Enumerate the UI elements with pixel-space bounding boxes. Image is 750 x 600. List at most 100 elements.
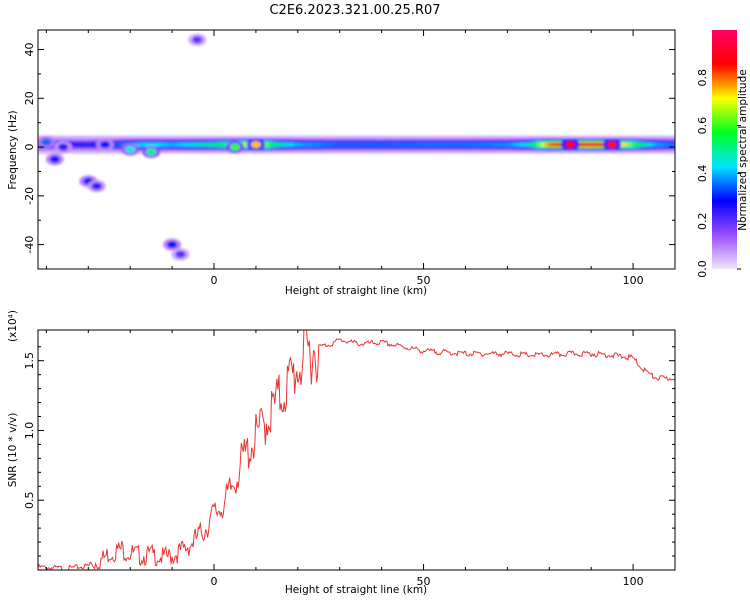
ridge-core	[582, 142, 588, 147]
snr-y-label: SNR (10 * v/v)	[7, 413, 19, 488]
ridge-core	[461, 142, 467, 147]
ridge-core	[276, 142, 282, 147]
ridge-core	[390, 142, 395, 147]
ridge-core	[431, 142, 437, 147]
y-tick-label: 0.5	[23, 491, 36, 509]
y-tick-label: 1.0	[23, 422, 36, 440]
ridge-core	[473, 142, 479, 147]
ridge-core	[348, 142, 353, 147]
ridge-core	[84, 142, 89, 147]
ridge-core	[356, 142, 362, 147]
ridge-core	[327, 142, 332, 147]
ridge-core	[293, 142, 299, 147]
spectrogram-x-label: Height of straight line (km)	[285, 285, 427, 297]
ridge-core	[163, 142, 169, 147]
spectral-blob	[229, 143, 240, 151]
ridge-core	[142, 142, 148, 147]
spectral-blob	[607, 141, 618, 149]
ridge-core	[364, 142, 370, 147]
ridge-core	[628, 142, 634, 147]
spectrogram-ticks: 0 50 100 -40 -20 0 20 40	[23, 30, 676, 287]
ridge-core	[633, 142, 638, 147]
ridge-core	[272, 142, 278, 147]
spectral-blob	[91, 182, 102, 190]
figure-title: C2E6.2023.321.00.25.R07	[269, 3, 440, 18]
x-tick-label: 0	[211, 575, 218, 588]
x-tick-label: 100	[623, 274, 644, 287]
ridge-core	[398, 142, 404, 147]
ridge-core	[503, 142, 508, 147]
spectral-blob	[58, 143, 69, 151]
ridge-core	[360, 142, 366, 147]
ridge-core	[670, 142, 675, 147]
ridge-core	[452, 142, 458, 147]
ridge-core	[490, 142, 496, 147]
ridge-core	[507, 142, 513, 147]
y-tick-label: 20	[23, 91, 36, 105]
ridge-core	[146, 142, 152, 147]
ridge-core	[335, 142, 341, 147]
ridge-core	[478, 142, 483, 147]
ridge-core	[440, 142, 446, 147]
ridge-core	[586, 142, 592, 147]
ridge-core	[658, 142, 664, 147]
ridge-core	[134, 142, 140, 147]
ridge-core	[155, 142, 161, 147]
spectrogram-marks	[38, 33, 675, 261]
ridge-core	[88, 142, 94, 147]
ridge-core	[176, 142, 182, 147]
spectral-blob	[125, 146, 136, 153]
ridge-core	[620, 142, 626, 147]
ridge-core	[373, 142, 379, 147]
colorbar-ticks: 0.0 0.2 0.4 0.6 0.8	[696, 69, 741, 278]
colorbar-tick-label: 0.8	[696, 69, 709, 87]
ridge-core	[402, 142, 408, 147]
snr-background	[38, 330, 675, 570]
ridge-core	[218, 142, 223, 147]
ridge-core	[71, 142, 77, 147]
ridge-core	[641, 142, 647, 147]
spectral-blob	[41, 138, 52, 146]
ridge-core	[310, 142, 316, 147]
spectral-blob	[565, 141, 576, 149]
ridge-core	[410, 142, 416, 147]
ridge-core	[662, 142, 668, 147]
ridge-core	[624, 142, 630, 147]
ridge-core	[268, 142, 274, 147]
ridge-core	[486, 142, 492, 147]
ridge-core	[180, 142, 186, 147]
ridge-core	[515, 142, 521, 147]
ridge-core	[369, 142, 374, 147]
ridge-core	[214, 142, 219, 147]
ridge-core	[343, 142, 349, 147]
x-tick-label: 50	[417, 274, 431, 287]
ridge-core	[381, 142, 387, 147]
ridge-core	[79, 142, 85, 147]
ridge-core	[637, 142, 643, 147]
ridge-core	[423, 142, 429, 147]
spectral-blob	[250, 141, 261, 149]
ridge-core	[536, 142, 542, 147]
colorbar-tick-label: 0.6	[696, 117, 709, 135]
ridge-core	[314, 142, 320, 147]
colorbar-tick-label: 0.2	[696, 212, 709, 230]
ridge-core	[92, 142, 98, 147]
ridge-core	[511, 142, 517, 147]
colorbar-ramp	[712, 30, 737, 269]
ridge-core	[331, 142, 337, 147]
ridge-core	[151, 142, 156, 147]
ridge-core	[167, 142, 173, 147]
ridge-core	[205, 142, 211, 147]
ridge-core	[532, 142, 538, 147]
ridge-core	[465, 142, 471, 147]
ridge-core	[494, 142, 500, 147]
ridge-core	[264, 142, 270, 147]
ridge-core	[385, 142, 391, 147]
ridge-core	[113, 142, 119, 147]
x-tick-label: 50	[417, 575, 431, 588]
ridge-core	[159, 142, 165, 147]
ridge-core	[222, 142, 228, 147]
ridge-core	[419, 142, 425, 147]
snr-y-multiplier: (x10⁴)	[7, 310, 19, 342]
